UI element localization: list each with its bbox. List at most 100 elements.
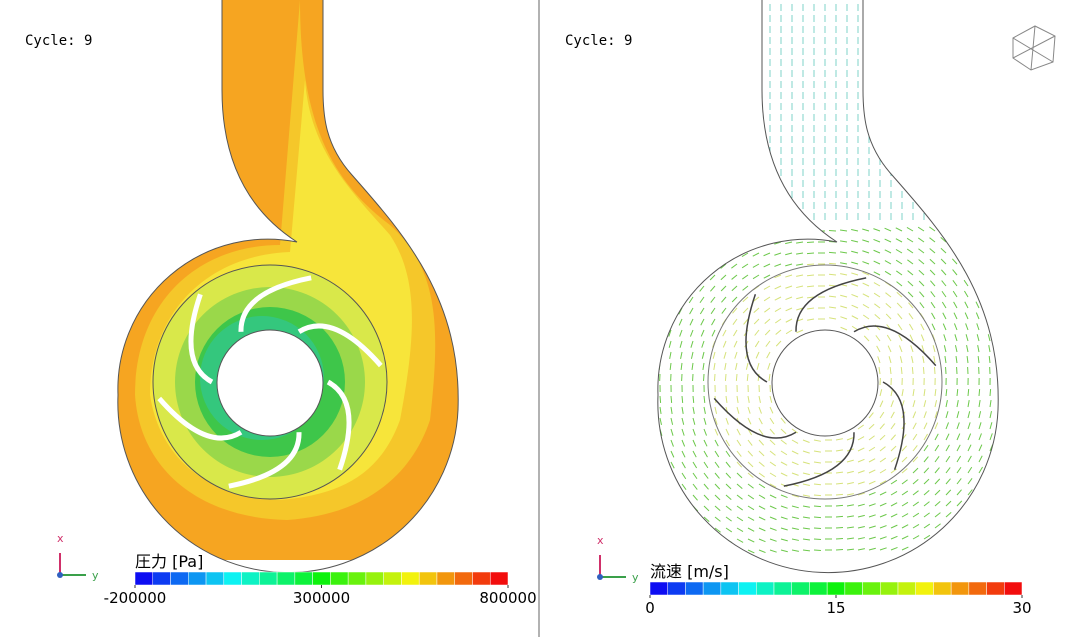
vector xyxy=(802,483,810,486)
vector xyxy=(791,428,799,434)
vector xyxy=(710,296,716,303)
vector xyxy=(736,395,739,403)
vector xyxy=(688,296,694,304)
vector xyxy=(873,260,881,265)
vector xyxy=(868,547,876,551)
vector xyxy=(670,406,673,414)
vector xyxy=(934,411,938,419)
vector xyxy=(857,436,865,441)
vector xyxy=(890,445,897,452)
vector xyxy=(758,395,761,403)
vector xyxy=(978,466,983,474)
vector xyxy=(766,351,771,359)
vector xyxy=(840,316,848,320)
vector xyxy=(758,472,765,478)
colorbar-swatch xyxy=(170,571,189,586)
colorbar-swatch xyxy=(986,581,1005,596)
vector xyxy=(736,494,743,500)
vector xyxy=(785,285,793,289)
vector xyxy=(703,439,708,447)
vector xyxy=(906,227,914,232)
vector xyxy=(846,515,854,518)
vector xyxy=(725,505,732,511)
vector xyxy=(923,444,929,452)
vector xyxy=(835,449,843,452)
vector xyxy=(879,446,886,452)
vector xyxy=(796,329,804,334)
vector xyxy=(681,450,686,458)
colorbar-swatch xyxy=(134,571,154,586)
hub xyxy=(771,329,879,437)
blade xyxy=(157,396,243,441)
vector xyxy=(736,406,740,414)
vector xyxy=(681,439,686,447)
cycle-label: Cycle: 9 xyxy=(565,33,632,49)
vector xyxy=(923,478,930,485)
vector xyxy=(879,389,883,397)
vector xyxy=(747,538,755,543)
vector xyxy=(701,351,705,359)
colorbar-swatch xyxy=(685,581,704,596)
vector xyxy=(791,538,799,541)
vector xyxy=(835,493,844,496)
vector xyxy=(747,472,754,478)
vector xyxy=(940,269,947,276)
vector xyxy=(813,472,822,475)
vector xyxy=(835,482,844,485)
vector xyxy=(934,523,941,529)
vector xyxy=(887,345,892,353)
vector xyxy=(807,307,815,310)
vector xyxy=(780,505,788,509)
vector xyxy=(742,307,749,314)
blade xyxy=(713,397,797,439)
vector xyxy=(780,417,786,424)
vector xyxy=(890,513,898,518)
blade xyxy=(882,381,905,470)
vector xyxy=(736,538,744,543)
colorbar-swatch xyxy=(791,581,810,596)
vector xyxy=(879,480,887,485)
vector xyxy=(669,351,672,359)
vector xyxy=(701,340,705,348)
vector xyxy=(931,312,936,320)
colorbar-swatch xyxy=(241,571,260,586)
vector xyxy=(851,294,859,298)
vector xyxy=(964,312,969,320)
vector xyxy=(897,323,903,331)
vector xyxy=(896,302,903,309)
vector xyxy=(807,318,815,321)
blades xyxy=(713,277,937,487)
vector xyxy=(940,237,947,243)
vector xyxy=(774,296,782,301)
hub xyxy=(216,329,324,437)
vector xyxy=(918,248,925,254)
vector xyxy=(857,548,865,551)
vector xyxy=(954,345,958,353)
vector xyxy=(806,296,815,299)
vector xyxy=(945,511,952,518)
vector xyxy=(846,493,854,496)
vector xyxy=(929,248,936,254)
vector xyxy=(975,312,980,320)
vector xyxy=(840,240,848,243)
vector xyxy=(763,296,771,302)
vector xyxy=(901,456,908,463)
vector xyxy=(918,269,925,276)
vector xyxy=(943,345,947,353)
vector xyxy=(747,505,755,511)
vector xyxy=(829,317,837,320)
vector xyxy=(857,537,865,540)
colorbar-swatch xyxy=(223,571,242,586)
vector xyxy=(791,549,799,552)
vector xyxy=(785,241,793,245)
colorbar-swatch xyxy=(294,571,313,586)
vector xyxy=(989,433,993,441)
vector xyxy=(885,313,892,320)
vector xyxy=(923,467,930,474)
vector xyxy=(747,549,755,554)
vector xyxy=(901,479,908,485)
vector xyxy=(895,238,903,243)
vector xyxy=(670,417,674,425)
vector xyxy=(945,433,950,441)
vector xyxy=(945,422,950,430)
